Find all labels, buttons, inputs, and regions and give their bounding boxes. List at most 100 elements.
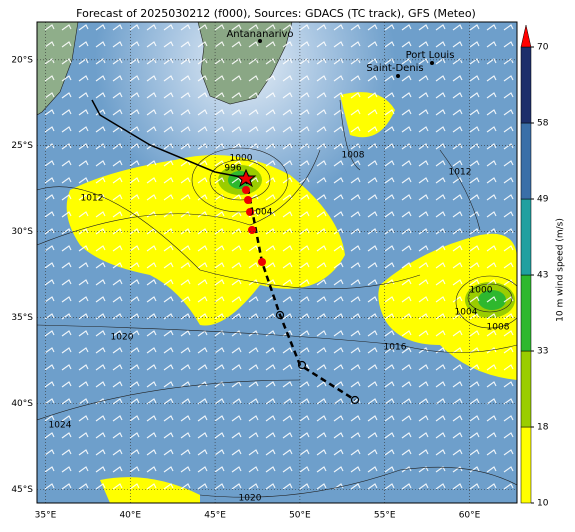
wind-barb [435, 279, 446, 286]
wind-barb [78, 58, 89, 65]
wind-barb [61, 211, 72, 218]
wind-barb [333, 262, 344, 269]
wind-barb [44, 415, 55, 422]
wind-barb [95, 75, 106, 82]
wind-barb [350, 41, 361, 48]
wind-barb [180, 381, 191, 388]
wind-barb [78, 330, 89, 337]
wind-barb [384, 58, 395, 65]
wind-barb [95, 58, 106, 65]
wind-barb [112, 41, 123, 48]
past-track [91, 99, 247, 179]
wind-barb [112, 92, 123, 99]
wind-barb [78, 381, 89, 388]
wind-barb [503, 347, 514, 354]
wind-barb [61, 160, 72, 167]
wind-barb [316, 466, 327, 473]
place-label: Saint-Denis [366, 63, 423, 74]
wind-barb [214, 279, 225, 286]
wind-barb [350, 262, 361, 269]
wind-barb [418, 466, 429, 473]
wind-barb [129, 58, 140, 65]
wind-barb [163, 24, 174, 31]
wind-barb [112, 58, 123, 65]
wind-barb [299, 126, 310, 133]
wind-barb [197, 364, 208, 371]
wind-barb [95, 143, 106, 150]
wind-barb [316, 398, 327, 405]
wind-barb [78, 432, 89, 439]
wind-barb [316, 92, 327, 99]
wind-barb [299, 228, 310, 235]
colorbar: 10 18 33 43 49 58 70 [520, 24, 549, 509]
wind-barb [316, 143, 327, 150]
wind-barb [146, 41, 157, 48]
isobar-label: 1020 [239, 494, 262, 504]
wind-barb [333, 347, 344, 354]
wind-barb [418, 330, 429, 337]
wind-barb [452, 41, 463, 48]
wind-barb [265, 398, 276, 405]
wind-barb [333, 177, 344, 184]
wind-barb [214, 330, 225, 337]
colorbar-segment [520, 426, 532, 504]
wind-barb [452, 228, 463, 235]
wind-barb [248, 466, 259, 473]
wind-barb [112, 143, 123, 150]
wind-barb [367, 415, 378, 422]
wind-barb [367, 245, 378, 252]
wind-barb [299, 279, 310, 286]
wind-barb [384, 194, 395, 201]
wind-barb [333, 92, 344, 99]
city [258, 39, 262, 43]
wind-barb [367, 211, 378, 218]
wind-barb [231, 415, 242, 422]
wind-barb [469, 483, 480, 490]
wind-barb [129, 41, 140, 48]
wind-barb [299, 381, 310, 388]
wind-barb [435, 330, 446, 337]
wind-barb [333, 143, 344, 150]
wind-barb [197, 228, 208, 235]
wind-barb [452, 330, 463, 337]
wind-barb [503, 211, 514, 218]
wind-barb [197, 432, 208, 439]
wind-barb [61, 347, 72, 354]
wind-barb [44, 381, 55, 388]
wind-barb [435, 143, 446, 150]
wind-barb [129, 228, 140, 235]
wind-barb [146, 58, 157, 65]
wind-barb [112, 75, 123, 82]
wind-barb [486, 41, 497, 48]
wind-barb [401, 41, 412, 48]
wind-barb [333, 160, 344, 167]
colorbar-segment [520, 122, 532, 200]
wind-barb [282, 92, 293, 99]
wind-barb [299, 177, 310, 184]
wind-barb [180, 262, 191, 269]
wind-barb [180, 347, 191, 354]
wind-barb [214, 296, 225, 303]
wind-barb [214, 347, 225, 354]
wind-barb [401, 92, 412, 99]
wind-barb [452, 245, 463, 252]
wind-barb [350, 24, 361, 31]
wind-barb [384, 228, 395, 235]
wind-barb [248, 296, 259, 303]
wind-barb [435, 228, 446, 235]
wind-barb [265, 415, 276, 422]
wind-barb [61, 41, 72, 48]
wind-barb [350, 432, 361, 439]
wind-barb [214, 398, 225, 405]
y-tick-label: 20°S [11, 55, 33, 65]
wind-barb [180, 398, 191, 405]
wind-barb [214, 381, 225, 388]
wind-area [378, 233, 517, 380]
wind-barb [384, 75, 395, 82]
wind-barb [197, 41, 208, 48]
wind-barb [61, 75, 72, 82]
wind-barb [299, 194, 310, 201]
wind-barb [333, 296, 344, 303]
wind-barb [248, 92, 259, 99]
wind-barb [248, 381, 259, 388]
